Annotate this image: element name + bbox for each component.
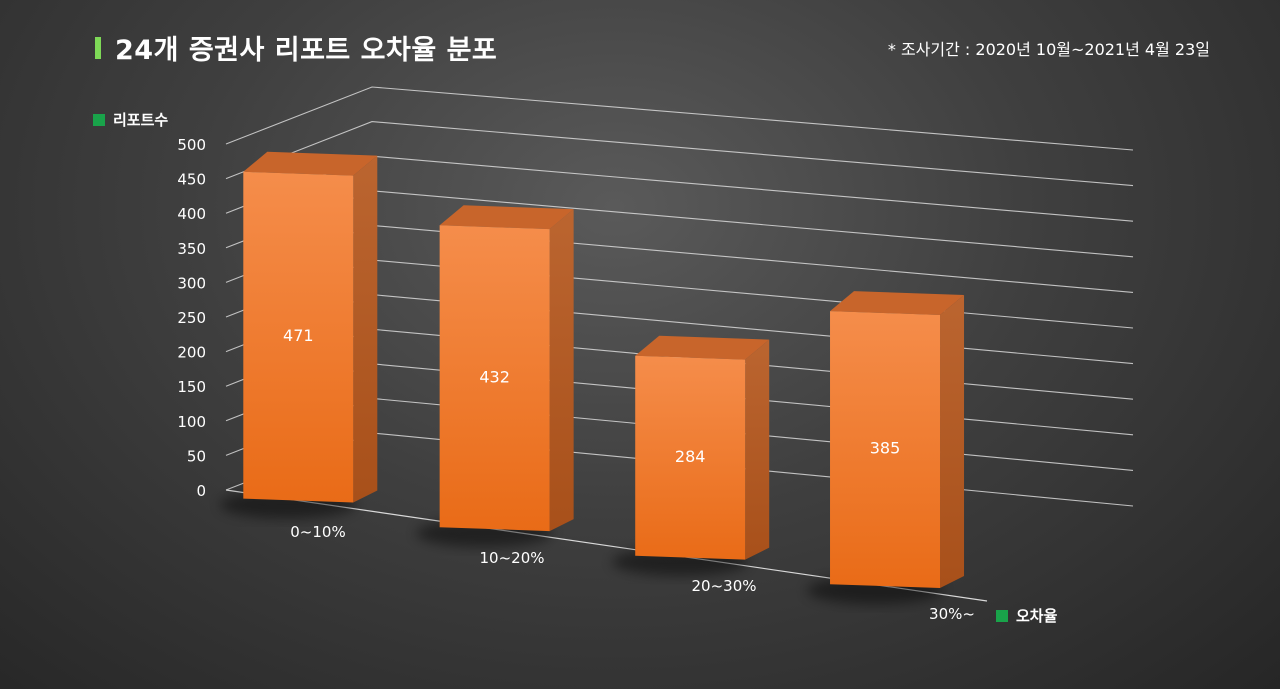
y-tick-label: 150 <box>177 378 206 396</box>
data-label: 385 <box>870 439 901 458</box>
bar <box>806 291 965 605</box>
title-accent-bar <box>95 36 101 59</box>
gridline <box>225 86 1134 151</box>
x-tick-label: 20~30% <box>692 577 757 595</box>
data-label: 471 <box>283 326 314 345</box>
bar-side <box>940 294 965 589</box>
bar-side <box>745 339 770 560</box>
legend-marker <box>996 609 1008 622</box>
bar <box>612 335 770 576</box>
x-tick-label: 0~10% <box>290 523 345 541</box>
bar-top <box>830 291 965 315</box>
bar-front <box>439 225 550 532</box>
bar-side <box>549 209 574 532</box>
x-axis-label: 오차율 <box>1016 607 1058 625</box>
bar <box>220 151 378 519</box>
chart-title: 24개 증권사 리포트 오차율 분포 <box>115 35 498 66</box>
y-tick-label: 250 <box>177 309 206 327</box>
legend-marker <box>93 113 105 126</box>
y-tick-label: 300 <box>177 274 206 292</box>
y-axis-legend: 리포트수 <box>93 109 168 130</box>
y-tick-label: 0 <box>196 482 206 500</box>
y-tick-label: 100 <box>177 413 206 431</box>
x-axis-legend: 오차율 <box>996 605 1057 626</box>
bar-top <box>243 151 378 176</box>
title-area: 24개 증권사 리포트 오차율 분포 <box>95 28 497 67</box>
y-tick-label: 50 <box>187 447 206 465</box>
bar-side <box>353 155 378 503</box>
y-tick-label: 350 <box>177 240 206 258</box>
y-axis-label: 리포트수 <box>113 111 169 129</box>
y-tick-label: 500 <box>177 136 206 154</box>
bar-top <box>635 335 770 360</box>
bar-front <box>635 355 746 560</box>
x-tick-label: 30%~ <box>929 605 975 623</box>
bar-front <box>830 311 941 589</box>
period-note: * 조사기간 : 2020년 10월~2021년 4월 23일 <box>887 40 1210 59</box>
bar-front <box>243 171 354 503</box>
bar-top <box>439 205 574 230</box>
data-label: 284 <box>675 447 706 466</box>
x-tick-label: 10~20% <box>480 549 545 567</box>
bar <box>416 205 574 548</box>
y-tick-label: 450 <box>177 171 206 189</box>
y-tick-label: 200 <box>177 344 206 362</box>
data-label: 432 <box>479 367 510 386</box>
y-tick-label: 400 <box>177 205 206 223</box>
